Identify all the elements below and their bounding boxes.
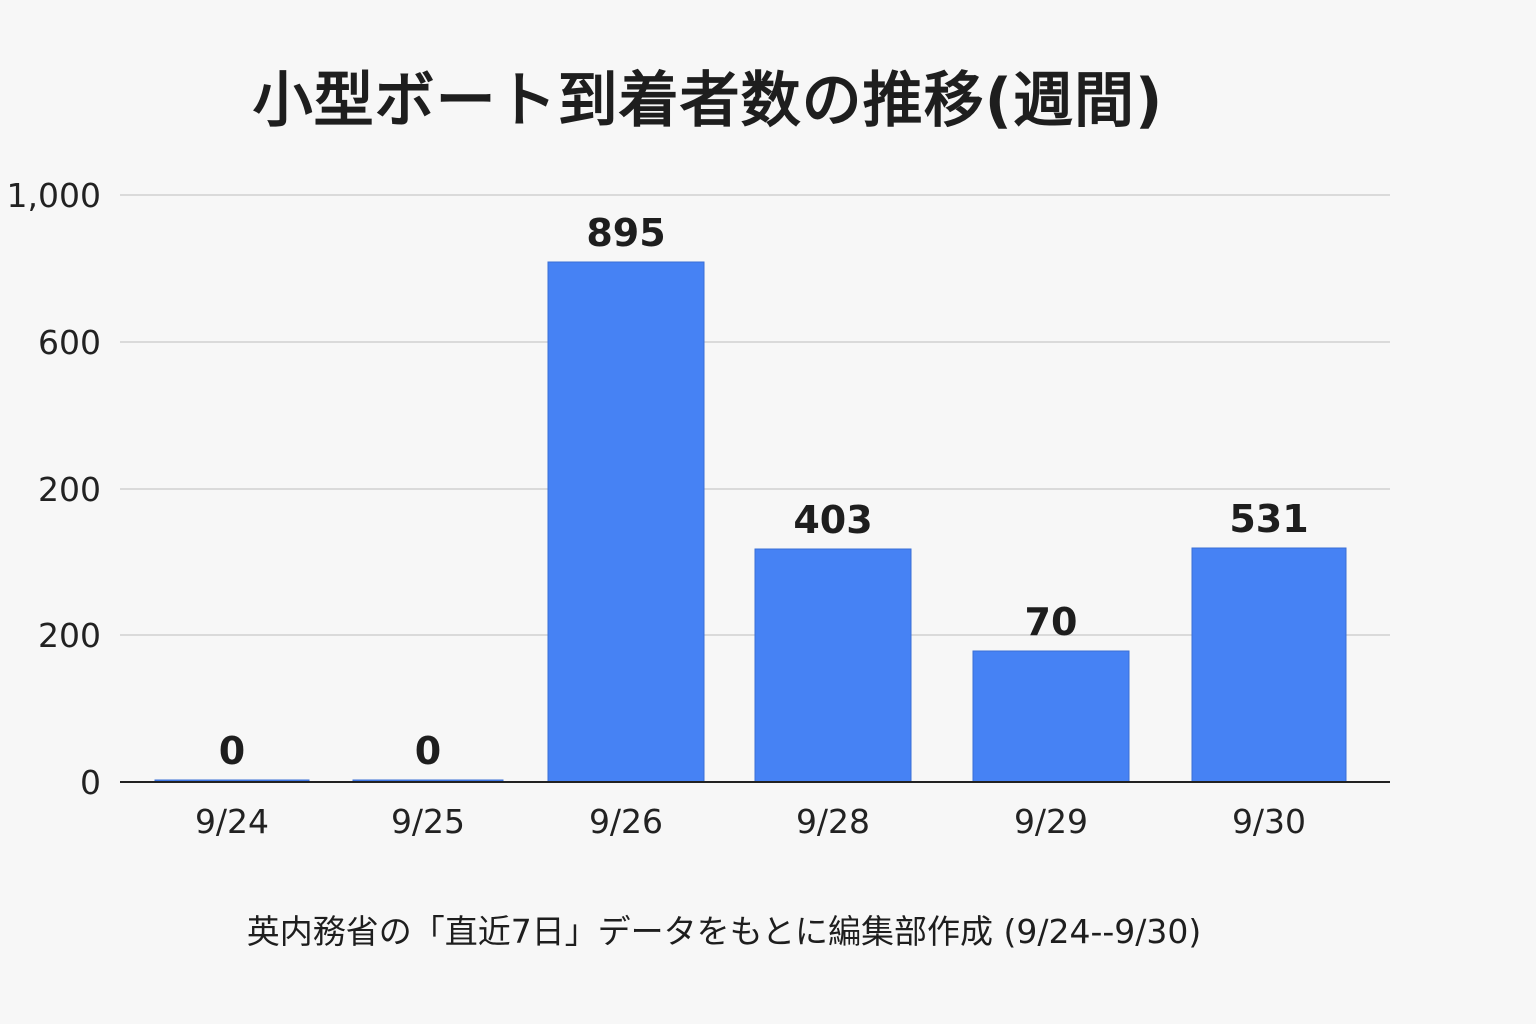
bar: [754, 548, 912, 783]
y-tick-label: 600: [38, 323, 101, 362]
bar: [972, 650, 1130, 783]
bar-value-label: 70: [1025, 600, 1078, 644]
y-tick-label: 1,000: [7, 176, 101, 215]
bar-value-label: 0: [219, 729, 245, 773]
bar-value-label: 0: [415, 729, 441, 773]
bar-value-label: 531: [1229, 497, 1308, 541]
y-tick-label: 0: [80, 763, 101, 802]
x-tick-label: 9/29: [1014, 802, 1088, 841]
bar-value-label: 895: [586, 211, 665, 255]
bar: [1191, 547, 1347, 783]
x-tick-label: 9/28: [796, 802, 870, 841]
bars: [154, 261, 1347, 783]
gridlines: [120, 194, 1390, 636]
x-tick-label: 9/24: [195, 802, 269, 841]
y-tick-label: 200: [38, 470, 101, 509]
labels: 0 200 200 600 1,000 0 9/24 0 9/25 895 9/26 403 9/28 7…: [7, 176, 1309, 841]
bar: [547, 261, 705, 783]
x-tick-label: 9/25: [391, 802, 465, 841]
x-tick-label: 9/26: [589, 802, 663, 841]
y-tick-label: 200: [38, 616, 101, 655]
bar-value-label: 403: [793, 498, 872, 542]
source-footnote: 英内務省の「直近7日」データをもとに編集部作成 (9/24--9/30): [246, 912, 1202, 951]
chart-title: 小型ボート到着者数の推移(週間): [252, 66, 1164, 136]
x-tick-label: 9/30: [1232, 802, 1306, 841]
